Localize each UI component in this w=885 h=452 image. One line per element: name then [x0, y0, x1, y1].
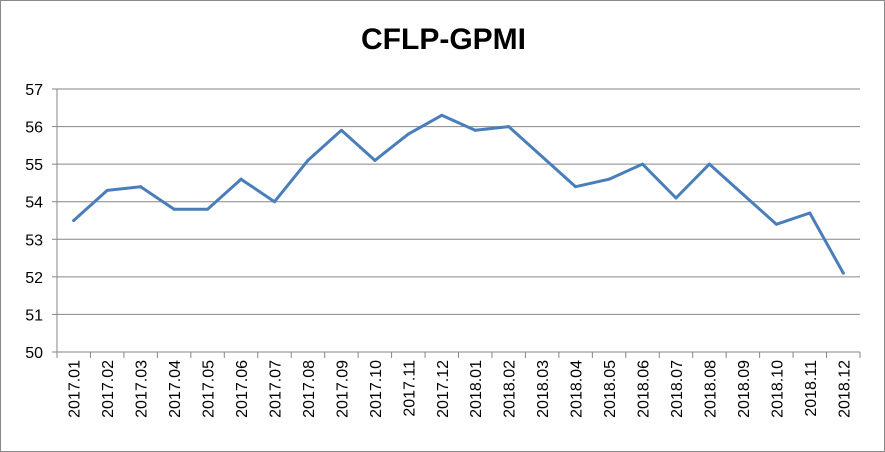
- x-tick-label: 2018.01: [468, 360, 485, 418]
- data-point: [440, 113, 444, 117]
- data-point: [808, 211, 812, 215]
- data-point: [72, 219, 76, 222]
- x-tick-label: 2018.03: [535, 360, 552, 418]
- x-tick-label: 2017.04: [167, 360, 184, 418]
- gridlines: [57, 88, 860, 315]
- x-tick-label: 2018.12: [836, 360, 853, 418]
- x-tick-label: 2018.06: [636, 360, 653, 418]
- data-point: [841, 271, 845, 275]
- chart-title: CFLP-GPMI: [361, 23, 526, 56]
- data-point: [206, 207, 210, 211]
- x-tick-label: 2017.08: [301, 360, 318, 418]
- x-tick-label: 2018.02: [502, 360, 519, 418]
- x-tick-label: 2018.04: [569, 360, 586, 418]
- x-tick-label: 2018.08: [702, 360, 719, 418]
- x-tick-label: 2017.05: [201, 360, 218, 418]
- x-tick-label: 2017.10: [368, 360, 385, 418]
- data-point: [239, 177, 243, 181]
- data-point: [406, 132, 410, 136]
- data-point: [574, 185, 578, 189]
- data-point: [272, 200, 276, 204]
- y-tick-label: 51: [25, 307, 43, 324]
- series-line: [72, 113, 845, 275]
- y-tick-label: 56: [25, 120, 43, 137]
- x-tick-label: 2018.10: [769, 360, 786, 418]
- x-tick-label: 2017.07: [267, 360, 284, 418]
- data-point: [172, 207, 176, 211]
- y-tick-labels: 50 51 52 53 54 55 56 57: [25, 82, 43, 362]
- x-tick-label: 2017.02: [100, 360, 117, 418]
- x-tick-label: 2018.09: [736, 360, 753, 418]
- x-tick-label: 2018.07: [669, 360, 686, 418]
- x-tick-label: 2018.05: [602, 360, 619, 418]
- data-point: [707, 162, 711, 166]
- data-point: [774, 222, 778, 226]
- y-tick-label: 54: [25, 195, 43, 212]
- data-point: [473, 128, 477, 132]
- series: [72, 113, 845, 275]
- y-tick-label: 50: [25, 345, 43, 362]
- data-point: [306, 158, 310, 162]
- x-tick-label: 2017.09: [334, 360, 351, 418]
- data-point: [373, 158, 377, 162]
- data-point: [105, 188, 109, 192]
- axes: [52, 88, 861, 358]
- data-point: [339, 128, 343, 132]
- y-tick-label: 53: [25, 232, 43, 249]
- x-tick-labels: 2017.01 2017.02 2017.03 2017.04 2017.05 2017.…: [67, 360, 854, 418]
- x-tick-label: 2017.06: [234, 360, 251, 418]
- data-point: [607, 177, 611, 181]
- x-tick-label: 2017.11: [401, 360, 418, 417]
- data-point: [674, 196, 678, 200]
- data-point: [507, 125, 511, 129]
- data-point: [139, 185, 143, 189]
- data-point: [641, 162, 645, 166]
- x-tick-label: 2017.01: [67, 360, 84, 418]
- y-tick-label: 52: [25, 270, 43, 287]
- y-tick-label: 55: [25, 157, 43, 174]
- y-tick-label: 57: [25, 82, 43, 99]
- x-tick-label: 2018.11: [803, 360, 820, 417]
- x-tick-label: 2017.12: [435, 360, 452, 418]
- data-point: [540, 155, 544, 159]
- data-point: [741, 192, 745, 196]
- x-tick-label: 2017.03: [134, 360, 151, 418]
